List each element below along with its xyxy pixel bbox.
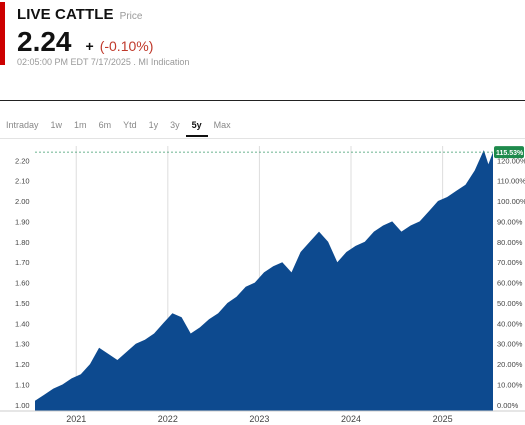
y-axis-right-tick-label: 50.00%: [497, 299, 523, 308]
y-axis-tick-label: 1.90: [15, 217, 30, 226]
tab-intraday[interactable]: Intraday: [6, 120, 39, 130]
y-axis-tick-label: 2.20: [15, 156, 30, 165]
y-axis-right-tick-label: 100.00%: [497, 197, 525, 206]
y-axis-tick-label: 1.70: [15, 258, 30, 267]
change-sign: +: [85, 38, 94, 54]
y-axis-right-tick-label: 90.00%: [497, 217, 523, 226]
y-axis-right-tick-label: 110.00%: [497, 177, 525, 186]
range-tabs: Intraday 1w 1m 6m Ytd 1y 3y 5y Max: [0, 118, 237, 137]
title-row: LIVE CATTLE Price: [17, 6, 142, 23]
timestamp: 02:05:00 PM EDT 7/17/2025 . MI Indicatio…: [17, 57, 190, 67]
y-axis-right-tick-label: 120.00%: [497, 156, 525, 165]
y-axis-right-tick-label: 0.00%: [497, 401, 519, 410]
instrument-title: LIVE CATTLE: [17, 6, 114, 23]
tab-3y[interactable]: 3y: [170, 120, 180, 130]
y-axis-tick-label: 1.50: [15, 299, 30, 308]
price-chart[interactable]: 1.00 1.10 1.20 1.30 1.40 1.50 1.60 1.70 1.80 1.90…: [0, 140, 525, 425]
y-axis-tick-label: 1.10: [15, 381, 30, 390]
y-axis-right-tick-label: 40.00%: [497, 319, 523, 328]
last-value-badge: [494, 146, 524, 159]
title-subtitle: Price: [119, 11, 143, 22]
tab-1w[interactable]: 1w: [50, 120, 63, 130]
y-axis-tick-label: 1.40: [15, 319, 30, 328]
y-axis-right-tick-label: 10.00%: [497, 381, 523, 390]
y-axis-tick-label: 1.00: [15, 401, 30, 410]
change-percent: (-0.10%): [99, 38, 154, 54]
accent-bar: [0, 2, 5, 65]
price-area-series[interactable]: [35, 150, 493, 411]
y-axis-right-tick-label: 30.00%: [497, 340, 523, 349]
y-axis-tick-label: 1.30: [15, 340, 30, 349]
x-axis-tick-label: 2023: [249, 414, 269, 424]
x-axis-tick-label: 2024: [341, 414, 361, 424]
price-row: 2.24 + (-0.10%): [17, 26, 153, 58]
y-axis-right-tick-label: 80.00%: [497, 238, 523, 247]
y-axis-tick-label: 2.00: [15, 197, 30, 206]
last-value-badge-label: 115.53%: [496, 150, 524, 157]
y-axis-tick-label: 1.80: [15, 238, 30, 247]
x-axis-tick-label: 2021: [66, 414, 86, 424]
tab-5y[interactable]: 5y: [185, 118, 208, 137]
x-axis-tick-label: 2025: [433, 414, 453, 424]
tab-1y[interactable]: 1y: [148, 120, 159, 130]
y-axis-right-tick-label: 20.00%: [497, 360, 523, 369]
header-divider: [0, 100, 525, 101]
y-axis-right-tick-label: 60.00%: [497, 279, 523, 288]
tab-1m[interactable]: 1m: [74, 120, 87, 130]
tab-ytd[interactable]: Ytd: [123, 120, 137, 130]
price-value: 2.24: [17, 26, 72, 57]
y-axis-tick-label: 1.60: [15, 279, 30, 288]
tab-6m[interactable]: 6m: [98, 120, 112, 130]
x-axis-tick-label: 2022: [158, 414, 178, 424]
y-axis-right-tick-label: 70.00%: [497, 258, 523, 267]
y-axis-tick-label: 2.10: [15, 177, 30, 186]
tab-max[interactable]: Max: [213, 120, 231, 130]
tabs-separator: [0, 138, 525, 139]
y-axis-tick-label: 1.20: [15, 360, 30, 369]
